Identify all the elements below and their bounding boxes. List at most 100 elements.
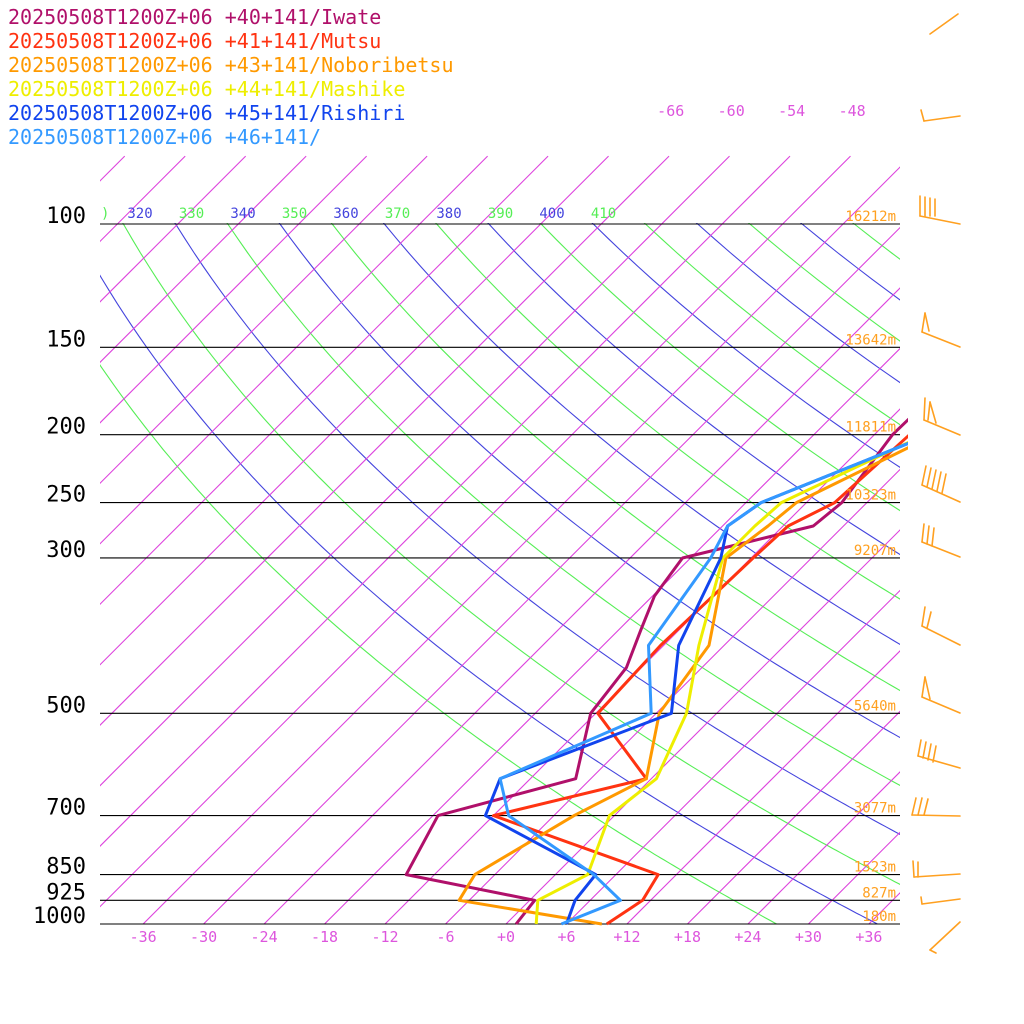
wind-barb <box>911 797 961 817</box>
temperature-tick-label: -6 <box>436 928 454 946</box>
isotherm-line <box>505 529 900 924</box>
wind-barb <box>921 465 961 503</box>
isotherm-line <box>100 155 488 545</box>
isotherm-line <box>100 155 428 485</box>
wind-barb <box>921 606 961 646</box>
height-label: 10323m <box>845 488 896 504</box>
theta-line <box>938 208 1024 924</box>
isotherm-line <box>100 155 247 303</box>
legend-entry: 20250508T1200Z+06 +45+141/Rishiri <box>8 101 405 125</box>
theta-line <box>435 223 900 600</box>
wind-barb <box>920 896 961 905</box>
height-label: 11811m <box>845 420 896 436</box>
temperature-tick-label: -36 <box>130 928 157 946</box>
isotherm-line <box>100 155 730 787</box>
theta-label: 410 <box>591 206 616 222</box>
isotherm-label: -54 <box>778 102 805 120</box>
wind-barb <box>921 523 961 558</box>
isotherm-line <box>808 831 900 924</box>
theta-line <box>174 223 900 836</box>
wind-barb <box>920 109 961 122</box>
theta-label: 390 <box>488 206 513 222</box>
legend-entry: 20250508T1200Z+06 +46+141/ <box>8 125 321 149</box>
pressure-tick-label: 200 <box>46 415 86 440</box>
temperature-tick-label: +30 <box>795 928 822 946</box>
series-line <box>457 446 908 926</box>
wind-barb <box>921 312 961 348</box>
isotherm-label: -48 <box>839 102 866 120</box>
pressure-tick-label: 150 <box>46 327 86 352</box>
series-line <box>534 440 908 925</box>
temperature-tick-label: -24 <box>251 928 278 946</box>
wind-barb <box>912 860 961 878</box>
wind-barb <box>917 739 961 769</box>
temperature-tick-label: -18 <box>311 928 338 946</box>
isotherm-line <box>100 155 791 847</box>
series-line <box>404 417 908 925</box>
wind-barbs <box>911 13 961 954</box>
theta-label: 400 <box>539 206 564 222</box>
temperature-tick-label: +0 <box>497 928 515 946</box>
isotherm-line <box>263 287 900 924</box>
theta-line <box>100 364 777 924</box>
theta-line <box>226 223 900 787</box>
theta-line <box>539 223 900 512</box>
theta-line <box>122 223 900 885</box>
wind-barb <box>923 397 961 436</box>
isotherm-line <box>324 347 900 924</box>
isotherm-line <box>626 650 900 924</box>
isotherm-line <box>100 155 670 726</box>
pressure-tick-label: 700 <box>46 796 86 821</box>
temperature-profiles <box>404 417 908 926</box>
isotherm-line <box>747 771 900 924</box>
theta-label: 320 <box>127 206 152 222</box>
isotherm-line <box>100 155 368 424</box>
wind-barb <box>919 195 961 225</box>
isotherm-line <box>687 710 900 924</box>
height-label: 827m <box>862 885 896 901</box>
pressure-tick-label: 100 <box>46 204 86 229</box>
temperature-tick-label: +6 <box>557 928 575 946</box>
isotherm-line <box>142 166 900 924</box>
theta-line <box>330 223 900 692</box>
theta-label: 350 <box>282 206 307 222</box>
legend: 20250508T1200Z+06 +40+141/Iwate20250508T… <box>8 5 454 149</box>
pressure-tick-label: 300 <box>46 538 86 563</box>
temperature-tick-label: -12 <box>371 928 398 946</box>
legend-entry: 20250508T1200Z+06 +41+141/Mutsu <box>8 29 381 53</box>
isotherm-line <box>100 155 307 364</box>
pressure-tick-label: 925 <box>46 880 86 905</box>
theta-label: 360 <box>333 206 358 222</box>
height-label: 3077m <box>854 801 896 817</box>
isotherm-line <box>100 155 851 908</box>
theta-line <box>100 274 878 924</box>
isotherm-line <box>100 155 549 606</box>
temperature-tick-label: +12 <box>613 928 640 946</box>
theta-line <box>989 208 1024 924</box>
wind-barb <box>929 921 961 954</box>
theta-line <box>800 223 900 301</box>
legend-entry: 20250508T1200Z+06 +43+141/Noboribetsu <box>8 53 454 77</box>
isotherm-label: -60 <box>718 102 745 120</box>
theta-line <box>278 223 900 739</box>
height-label: 9207m <box>854 543 896 559</box>
height-label: 5640m <box>854 698 896 714</box>
height-label: 1523m <box>854 860 896 876</box>
isotherm-label: -66 <box>657 102 684 120</box>
temperature-tick-label: +18 <box>674 928 701 946</box>
theta-line <box>487 223 900 556</box>
temperature-tick-label: +24 <box>734 928 761 946</box>
series-line <box>483 441 908 925</box>
theta-line <box>382 223 900 645</box>
height-label: 180m <box>862 909 896 925</box>
isotherm-line <box>0 156 4 924</box>
pressure-tick-label: 1000 <box>33 904 86 929</box>
wind-barb <box>921 676 961 714</box>
theta-label: 340 <box>230 206 255 222</box>
series-line <box>492 434 908 926</box>
theta-label: 370 <box>385 206 410 222</box>
temperature-tick-label: +36 <box>855 928 882 946</box>
theta-label: 380 <box>436 206 461 222</box>
